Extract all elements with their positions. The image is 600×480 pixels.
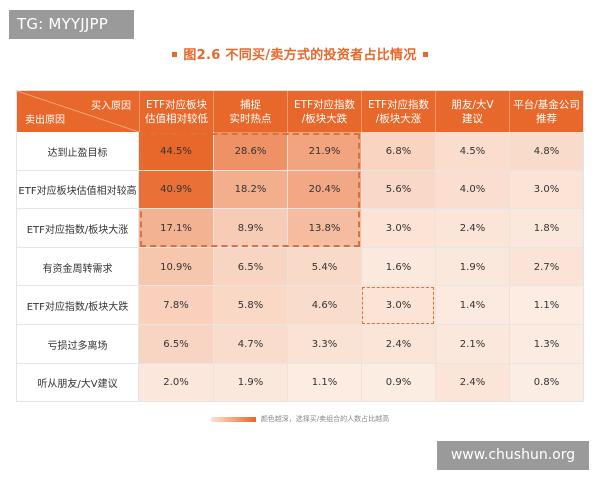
heatmap-cell: 8.9% <box>213 209 287 248</box>
heatmap-cell: 2.1% <box>435 325 509 364</box>
heatmap-cell: 3.0% <box>509 170 583 210</box>
heatmap-cell: 1.4% <box>435 286 509 325</box>
legend-gradient-bar <box>210 416 256 422</box>
row-label: 听从朋友/大V建议 <box>17 363 139 403</box>
table-row: 有资金周转需求 10.9% 6.5% 5.4% 1.6% 1.9% 2.7% <box>17 247 583 287</box>
column-header: ETF对应指数 /板块大涨 <box>361 91 435 132</box>
row-label: ETF对应指数/板块大涨 <box>17 209 139 248</box>
heatmap-cell: 5.4% <box>287 247 361 287</box>
heatmap-cell: 18.2% <box>213 170 287 210</box>
row-separator <box>17 169 583 171</box>
heatmap-cell: 2.7% <box>509 247 583 287</box>
heatmap-cell: 1.9% <box>435 247 509 287</box>
row-separator <box>17 323 583 325</box>
heatmap-cell: 2.4% <box>435 209 509 248</box>
heatmap-cell: 44.5% <box>139 132 213 171</box>
column-header: ETF对应板块 估值相对较低 <box>139 91 213 132</box>
watermark-bottom: www.chushun.org <box>437 441 589 470</box>
row-label: ETF对应板块估值相对较高 <box>17 170 139 210</box>
heatmap-cell: 2.0% <box>139 363 213 403</box>
chart-title-wrap: 图2.6 不同买/卖方式的投资者占比情况 <box>0 44 600 63</box>
table-row: ETF对应指数/板块大涨 17.1% 8.9% 13.8% 3.0% 2.4% 1.8% <box>17 209 583 248</box>
column-header: ETF对应指数 /板块大跌 <box>287 91 361 132</box>
heatmap-cell: 2.4% <box>361 325 435 364</box>
heatmap-cell: 1.1% <box>509 286 583 325</box>
row-label: 亏损过多离场 <box>17 325 139 364</box>
row-separator <box>17 208 583 210</box>
title-square-left-icon <box>172 51 178 57</box>
heatmap-cell: 4.8% <box>509 132 583 171</box>
heatmap-cell: 40.9% <box>139 170 213 210</box>
heatmap-cell: 5.6% <box>361 170 435 210</box>
row-separator <box>17 401 583 403</box>
heatmap-cell: 6.5% <box>139 325 213 364</box>
table-row: ETF对应指数/板块大跌 7.8% 5.8% 4.6% 3.0% 1.4% 1.1% <box>17 286 583 325</box>
heatmap-cell: 1.3% <box>509 325 583 364</box>
row-label: ETF对应指数/板块大跌 <box>17 286 139 325</box>
row-label: 有资金周转需求 <box>17 247 139 287</box>
heatmap-cell: 20.4% <box>287 170 361 210</box>
heatmap-cell: 2.4% <box>435 363 509 403</box>
column-header: 平台/基金公司 推荐 <box>509 91 583 132</box>
row-separator <box>17 285 583 287</box>
heatmap-cell: 0.8% <box>509 363 583 403</box>
heatmap-cell: 21.9% <box>287 132 361 171</box>
heatmap-cell: 1.9% <box>213 363 287 403</box>
legend-note: 颜色越深，选择买/卖组合的人数占比越高 <box>260 415 390 423</box>
corner-row-label: 卖出原因 <box>25 115 65 126</box>
row-label: 达到止盈目标 <box>17 132 139 171</box>
table-row: ETF对应板块估值相对较高 40.9% 18.2% 20.4% 5.6% 4.0% 3.0% <box>17 170 583 210</box>
row-separator <box>17 246 583 248</box>
heatmap-cell: 1.6% <box>361 247 435 287</box>
table-row: 听从朋友/大V建议 2.0% 1.9% 1.1% 0.9% 2.4% 0.8% <box>17 363 583 403</box>
heatmap-cell: 1.1% <box>287 363 361 403</box>
corner-diagonal-line <box>17 91 139 132</box>
heatmap-cell: 4.7% <box>213 325 287 364</box>
chart-title: 图2.6 不同买/卖方式的投资者占比情况 <box>183 48 417 63</box>
column-header: 捕捉 实时热点 <box>213 91 287 132</box>
legend: 颜色越深，选择买/卖组合的人数占比越高 <box>0 414 600 424</box>
heatmap-cell: 3.0% <box>361 286 435 325</box>
heatmap-cell: 13.8% <box>287 209 361 248</box>
corner-column-label: 买入原因 <box>91 101 131 112</box>
heatmap-cell: 5.8% <box>213 286 287 325</box>
heatmap-cell: 4.0% <box>435 170 509 210</box>
heatmap-cell: 6.8% <box>361 132 435 171</box>
heatmap-cell: 4.5% <box>435 132 509 171</box>
heatmap-cell: 17.1% <box>139 209 213 248</box>
heatmap-cell: 4.6% <box>287 286 361 325</box>
heatmap-table: 买入原因 卖出原因 ETF对应板块 估值相对较低 捕捉 实时热点 ETF对应指数 /… <box>16 90 584 403</box>
heatmap-cell: 1.8% <box>509 209 583 248</box>
watermark-top: TG: MYYJJPP <box>9 10 134 39</box>
table-row: 达到止盈目标 44.5% 28.6% 21.9% 6.8% 4.5% 4.8% <box>17 132 583 171</box>
table-row: 亏损过多离场 6.5% 4.7% 3.3% 2.4% 2.1% 1.3% <box>17 325 583 364</box>
heatmap-cell: 3.0% <box>361 209 435 248</box>
heatmap-cell: 10.9% <box>139 247 213 287</box>
heatmap-cell: 28.6% <box>213 132 287 171</box>
heatmap-cell: 7.8% <box>139 286 213 325</box>
heatmap-cell: 0.9% <box>361 363 435 403</box>
title-square-right-icon <box>422 51 428 57</box>
heatmap-cell: 6.5% <box>213 247 287 287</box>
heatmap-cell: 3.3% <box>287 325 361 364</box>
heatmap-header: 买入原因 卖出原因 ETF对应板块 估值相对较低 捕捉 实时热点 ETF对应指数 /… <box>17 91 583 132</box>
row-separator <box>17 362 583 364</box>
header-corner: 买入原因 卖出原因 <box>17 91 139 132</box>
column-header: 朋友/大V 建议 <box>435 91 509 132</box>
